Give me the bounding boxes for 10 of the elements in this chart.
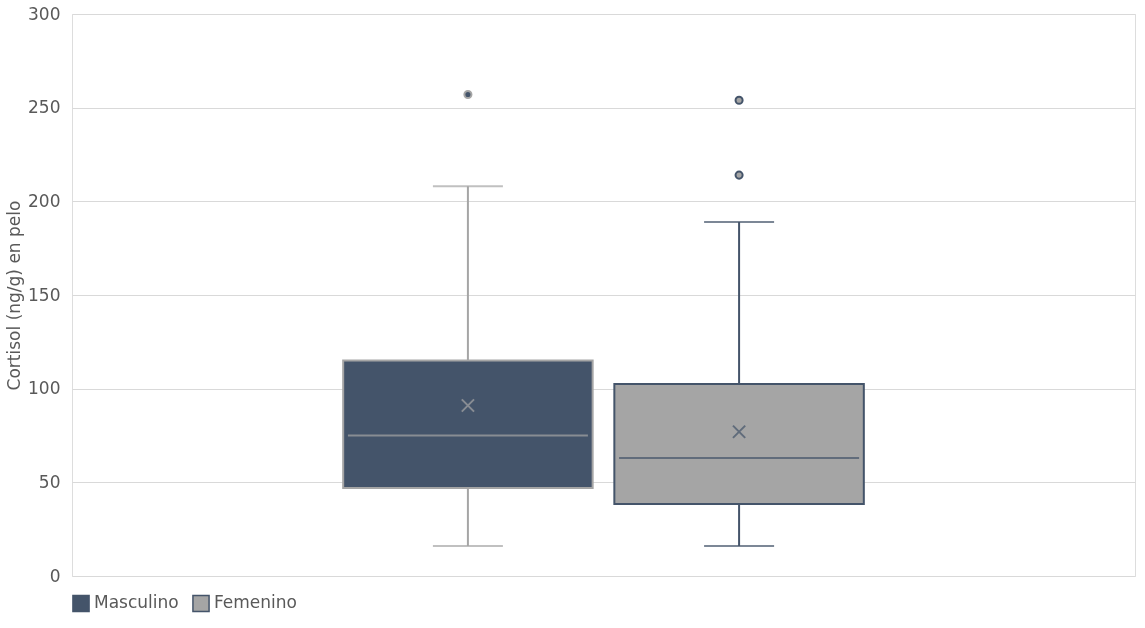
- y-tick-label: 300: [28, 3, 61, 24]
- legend-label: Femenino: [214, 592, 297, 613]
- y-tick-label: 250: [28, 97, 61, 118]
- legend-label: Masculino: [94, 592, 179, 613]
- y-tick-label: 150: [28, 284, 61, 305]
- y-tick-label: 50: [38, 471, 61, 492]
- y-axis-title: Cortisol (ng/g) en pelo: [4, 200, 25, 391]
- y-tick-label: 200: [28, 190, 61, 211]
- y-tick-label: 100: [28, 378, 61, 399]
- y-tick-label: 0: [49, 565, 61, 586]
